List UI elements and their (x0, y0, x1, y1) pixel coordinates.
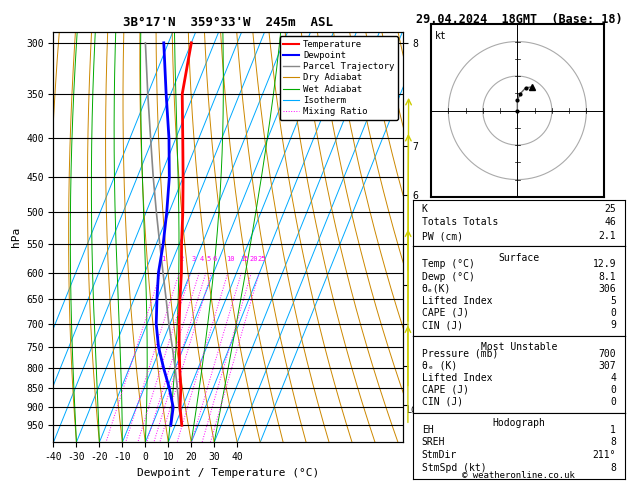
Text: 8: 8 (610, 437, 616, 447)
Text: Surface: Surface (498, 253, 540, 263)
Text: 3: 3 (191, 256, 196, 262)
Text: Hodograph: Hodograph (493, 417, 545, 428)
Title: 3B°17'N  359°33'W  245m  ASL: 3B°17'N 359°33'W 245m ASL (123, 16, 333, 29)
Text: Mixing Ratio (g/kg): Mixing Ratio (g/kg) (465, 239, 474, 334)
Text: 15: 15 (240, 256, 248, 262)
Text: K: K (421, 204, 428, 213)
Text: 4: 4 (199, 256, 204, 262)
Text: 2.1: 2.1 (599, 231, 616, 241)
Text: 5: 5 (206, 256, 211, 262)
Text: 6: 6 (212, 256, 216, 262)
Text: SREH: SREH (421, 437, 445, 447)
Text: Most Unstable: Most Unstable (481, 342, 557, 352)
Text: Temp (°C): Temp (°C) (421, 260, 475, 269)
Text: LCL: LCL (406, 406, 421, 416)
Text: 25: 25 (604, 204, 616, 213)
Text: 9: 9 (610, 320, 616, 330)
Text: 0: 0 (610, 385, 616, 395)
Text: θₑ(K): θₑ(K) (421, 284, 451, 294)
Text: StmSpd (kt): StmSpd (kt) (421, 463, 486, 473)
Text: 46: 46 (604, 217, 616, 227)
Text: 0: 0 (610, 308, 616, 318)
Text: 20: 20 (250, 256, 258, 262)
Text: 211°: 211° (593, 450, 616, 460)
Text: 10: 10 (226, 256, 235, 262)
Text: 5: 5 (610, 296, 616, 306)
Y-axis label: hPa: hPa (11, 227, 21, 247)
Text: 700: 700 (599, 349, 616, 359)
Text: kt: kt (435, 31, 447, 41)
Text: 29.04.2024  18GMT  (Base: 18): 29.04.2024 18GMT (Base: 18) (416, 13, 622, 26)
Text: 8.1: 8.1 (599, 272, 616, 281)
Text: Dewp (°C): Dewp (°C) (421, 272, 475, 281)
Legend: Temperature, Dewpoint, Parcel Trajectory, Dry Adiabat, Wet Adiabat, Isotherm, Mi: Temperature, Dewpoint, Parcel Trajectory… (279, 36, 398, 120)
X-axis label: Dewpoint / Temperature (°C): Dewpoint / Temperature (°C) (137, 468, 319, 478)
Text: 2: 2 (180, 256, 184, 262)
Text: 25: 25 (257, 256, 266, 262)
Y-axis label: km
ASL: km ASL (421, 228, 443, 246)
Text: CAPE (J): CAPE (J) (421, 308, 469, 318)
Text: 1: 1 (161, 256, 165, 262)
Text: CIN (J): CIN (J) (421, 320, 463, 330)
Text: Pressure (mb): Pressure (mb) (421, 349, 498, 359)
Text: StmDir: StmDir (421, 450, 457, 460)
Text: 0: 0 (610, 397, 616, 407)
Text: CAPE (J): CAPE (J) (421, 385, 469, 395)
Text: Lifted Index: Lifted Index (421, 373, 493, 383)
Text: θₑ (K): θₑ (K) (421, 361, 457, 371)
Text: 8: 8 (610, 463, 616, 473)
Text: PW (cm): PW (cm) (421, 231, 463, 241)
Text: © weatheronline.co.uk: © weatheronline.co.uk (462, 471, 576, 480)
Text: 1: 1 (610, 424, 616, 434)
Text: 4: 4 (610, 373, 616, 383)
Text: 12.9: 12.9 (593, 260, 616, 269)
Text: Totals Totals: Totals Totals (421, 217, 498, 227)
Text: CIN (J): CIN (J) (421, 397, 463, 407)
Text: 306: 306 (599, 284, 616, 294)
Text: 307: 307 (599, 361, 616, 371)
Text: Lifted Index: Lifted Index (421, 296, 493, 306)
Text: EH: EH (421, 424, 433, 434)
